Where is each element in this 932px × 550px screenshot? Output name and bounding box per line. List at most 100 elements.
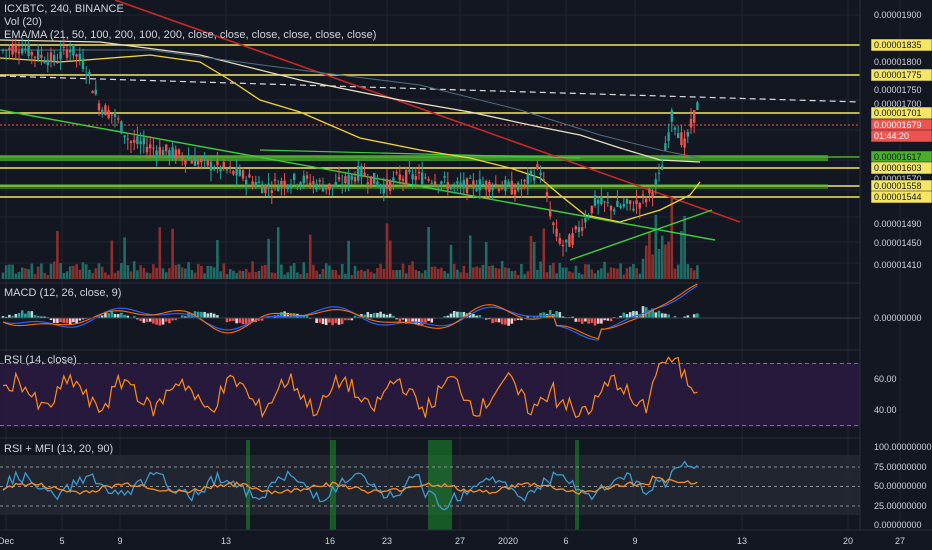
- macd-histogram-bar: [382, 313, 386, 318]
- volume-bar: [593, 273, 597, 279]
- macd-histogram-bar: [548, 310, 552, 318]
- volume-bar: [72, 265, 75, 279]
- mfi-highlight: [575, 440, 579, 530]
- volume-bar: [136, 270, 139, 279]
- macd-histogram-bar: [248, 318, 251, 325]
- volume-bar: [139, 265, 142, 279]
- volume-bar: [584, 264, 587, 279]
- candle-body: [241, 170, 245, 179]
- candle-body: [392, 177, 395, 182]
- macd-histogram-bar: [260, 318, 264, 321]
- volume-bar: [328, 265, 331, 279]
- macd-histogram-bar: [555, 311, 558, 318]
- macd-histogram-bar: [14, 313, 18, 318]
- candle-body: [481, 184, 485, 186]
- volume-bar: [395, 270, 398, 279]
- candle-body: [542, 179, 545, 181]
- candle-body: [645, 198, 648, 203]
- volume-bar: [350, 274, 354, 279]
- macd-histogram-bar: [628, 312, 632, 318]
- volume-bar: [30, 263, 34, 279]
- candle-body: [613, 209, 616, 212]
- candle-body: [350, 175, 353, 180]
- volume-bar: [609, 267, 613, 279]
- price-tag-label: 01:44:20: [874, 131, 909, 141]
- volume-bar: [558, 262, 562, 279]
- candle-body: [507, 181, 510, 185]
- macd-histogram-bar: [251, 318, 254, 322]
- volume-bar: [500, 261, 504, 279]
- volume-bar: [385, 223, 389, 279]
- volume-bar: [257, 270, 261, 279]
- macd-histogram-bar: [43, 316, 46, 318]
- time-tick: 9: [632, 536, 637, 546]
- macd-histogram-bar: [68, 318, 72, 325]
- candle-body: [142, 137, 145, 145]
- volume-bar: [532, 242, 536, 279]
- volume-bar: [340, 263, 344, 279]
- time-tick: 9: [117, 536, 122, 546]
- macd-histogram-bar: [625, 314, 629, 318]
- macd-histogram-bar: [337, 318, 341, 325]
- price-tag-label: 0.00001544: [874, 192, 922, 202]
- volume-bar: [129, 271, 133, 279]
- candle-body: [427, 179, 430, 181]
- candle-body: [376, 181, 379, 187]
- candle-body: [513, 189, 517, 195]
- volume-bar: [651, 254, 654, 279]
- candle-body: [325, 187, 328, 190]
- candle-body: [398, 174, 401, 181]
- macd-histogram-bar: [308, 318, 312, 320]
- volume-bar: [248, 272, 251, 279]
- candle-body: [257, 181, 261, 183]
- rsi-band: [0, 363, 860, 427]
- price-tick: 0.00001490: [874, 219, 922, 229]
- candle-body: [590, 205, 593, 214]
- candle-body: [417, 171, 421, 174]
- volume-bar: [94, 268, 98, 279]
- candle-body: [312, 181, 315, 184]
- volume-bar: [14, 273, 18, 279]
- price-tag: [870, 68, 932, 82]
- candle-body: [168, 150, 171, 158]
- candle-body: [353, 177, 357, 182]
- candle-body: [497, 188, 501, 192]
- candle-body: [190, 160, 193, 164]
- volume-bar: [596, 270, 600, 279]
- ema-line: [0, 54, 701, 223]
- macd-histogram-bar: [449, 313, 453, 318]
- volume-bar: [452, 264, 456, 279]
- macd-histogram-bar: [344, 318, 347, 321]
- candle-body: [629, 200, 632, 204]
- rsimfi-pane: [0, 460, 860, 511]
- rsimfi-label: RSI + MFI (13, 20, 90): [4, 443, 113, 455]
- candle-body: [664, 143, 667, 151]
- candle-body: [72, 44, 75, 56]
- volume-bar: [600, 268, 603, 279]
- candle-body: [145, 146, 149, 153]
- volume-bar: [289, 265, 293, 279]
- macd-histogram-bar: [420, 318, 424, 326]
- macd-histogram-bar: [145, 318, 149, 323]
- volume-bar: [644, 245, 648, 279]
- macd-histogram-bar: [46, 316, 50, 318]
- candle-body: [91, 91, 94, 94]
- volume-bar: [414, 269, 418, 279]
- candle-body: [680, 132, 683, 146]
- candle-body: [657, 172, 661, 174]
- candle-body: [683, 138, 686, 148]
- macd-histogram-bar: [280, 312, 283, 318]
- candle-body: [357, 165, 360, 181]
- candle-body: [449, 185, 453, 190]
- macd-histogram-bar: [289, 312, 293, 318]
- candle-body: [555, 228, 558, 237]
- volume-bar: [484, 242, 488, 279]
- candle-body: [536, 164, 539, 169]
- macd-histogram-bar: [366, 312, 370, 318]
- time-tick: 13: [221, 536, 231, 546]
- candle-body: [177, 149, 181, 155]
- volume-bar: [161, 268, 165, 279]
- candle-body: [222, 161, 225, 168]
- volume-bar: [78, 269, 82, 279]
